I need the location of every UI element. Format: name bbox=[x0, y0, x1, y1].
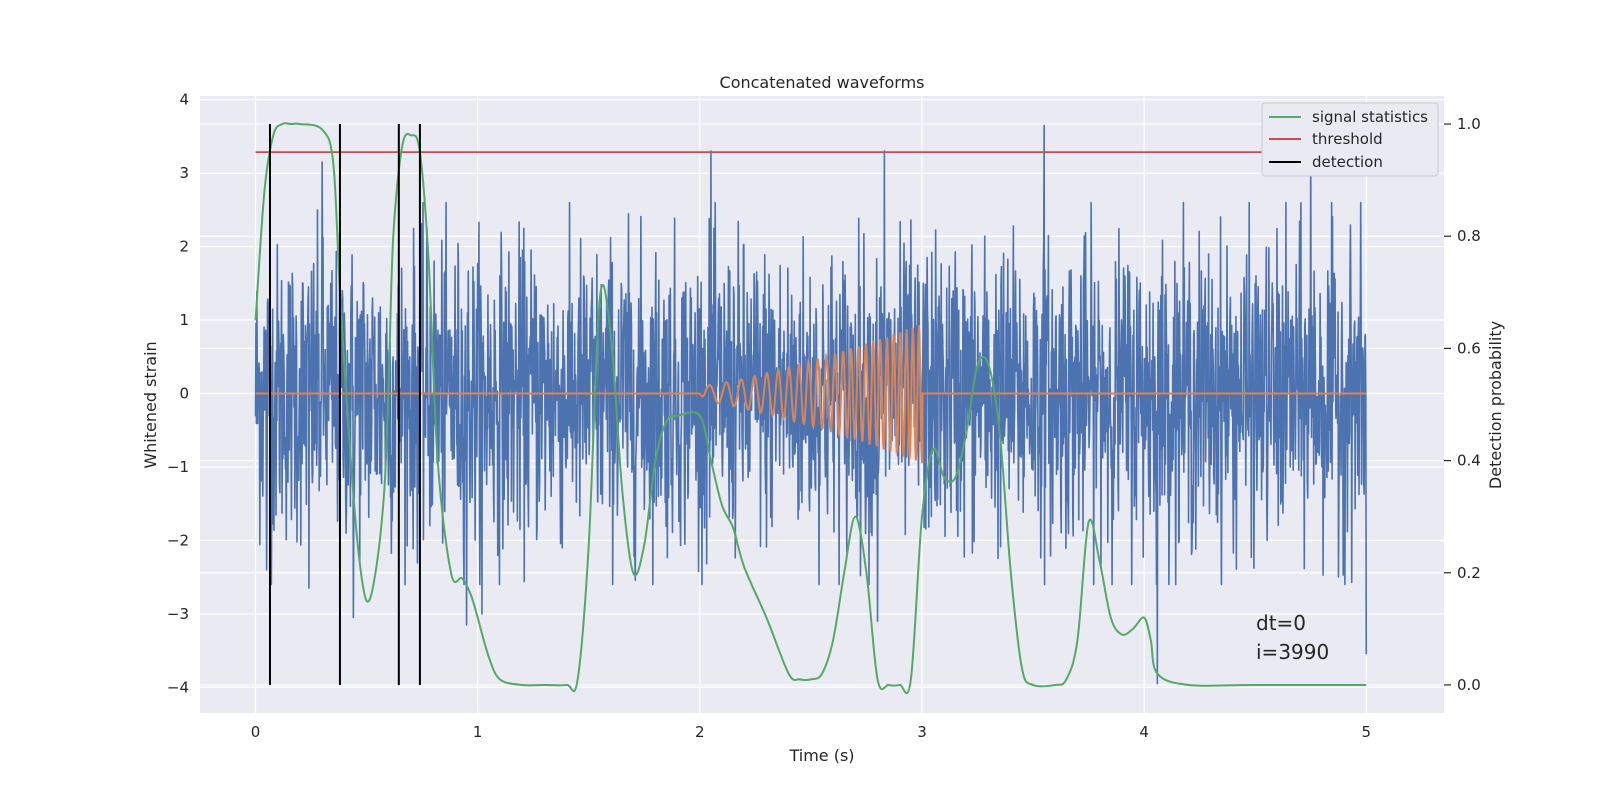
y2-tick-label: 0.8 bbox=[1457, 227, 1481, 245]
y2-tick-label: 0.4 bbox=[1457, 452, 1481, 470]
y-tick-label: −1 bbox=[167, 458, 189, 476]
y-tick-label: 1 bbox=[179, 311, 189, 329]
detection-series bbox=[268, 124, 421, 685]
legend: signal statistics threshold detection bbox=[1261, 102, 1439, 177]
chirp-line bbox=[255, 324, 1367, 464]
tick-labels: 0 1 2 3 4 5 −4 −3 −2 −1 0 1 2 3 4 0.0 0.2 0.4 0.6 0.8 1.0 bbox=[167, 91, 1481, 741]
y2-tick-label: 0.0 bbox=[1457, 676, 1481, 694]
x-tick-label: 2 bbox=[695, 723, 705, 741]
x-tick-label: 4 bbox=[1139, 723, 1149, 741]
y2-axis-label: Detection probability bbox=[1486, 321, 1505, 489]
legend-label-threshold: threshold bbox=[1312, 130, 1383, 148]
y2-tick-label: 1.0 bbox=[1457, 115, 1481, 133]
y2-tick-label: 0.6 bbox=[1457, 339, 1481, 357]
legend-label-detection: detection bbox=[1312, 153, 1383, 171]
chart-title: Concatenated waveforms bbox=[720, 73, 925, 92]
x-tick-label: 1 bbox=[473, 723, 483, 741]
y-tick-label: −3 bbox=[167, 605, 189, 623]
y-tick-label: 0 bbox=[179, 384, 189, 402]
annotation-dt: dt=0 bbox=[1256, 611, 1306, 635]
y-tick-label: 3 bbox=[179, 164, 189, 182]
signal-statistics-line bbox=[254, 122, 1367, 695]
x-tick-label: 0 bbox=[251, 723, 261, 741]
x-axis-label: Time (s) bbox=[788, 746, 854, 765]
x-tick-label: 5 bbox=[1361, 723, 1371, 741]
signal-statistics-series bbox=[254, 122, 1367, 695]
y-axis-label: Whitened strain bbox=[141, 341, 160, 468]
y-tick-label: 4 bbox=[179, 91, 189, 109]
legend-box bbox=[1261, 102, 1439, 177]
y2-tick-label: 0.2 bbox=[1457, 564, 1481, 582]
x-tick-label: 3 bbox=[917, 723, 927, 741]
legend-label-signal-statistics: signal statistics bbox=[1312, 108, 1428, 126]
chirp-series bbox=[255, 324, 1367, 464]
y-tick-label: −4 bbox=[167, 678, 189, 696]
annotation-i: i=3990 bbox=[1256, 640, 1329, 664]
y-tick-label: 2 bbox=[179, 238, 189, 256]
y-tick-label: −2 bbox=[167, 531, 189, 549]
